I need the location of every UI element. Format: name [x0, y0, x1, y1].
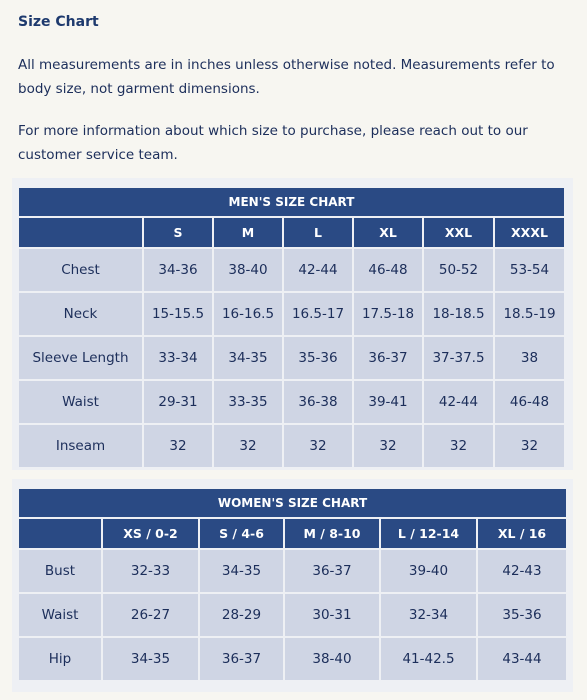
table-cell: 38 — [495, 337, 564, 379]
mens-size-header: M — [214, 218, 282, 247]
table-cell: 32 — [424, 425, 493, 467]
womens-size-header: L / 12-14 — [381, 519, 476, 548]
womens-row-hip: Hip 34-35 36-37 38-40 41-42.5 43-44 — [19, 638, 566, 680]
table-cell: 32 — [214, 425, 282, 467]
customer-service-note: For more information about which size to… — [18, 123, 528, 163]
table-cell: 39-41 — [354, 381, 422, 423]
mens-row-sleeve-length: Sleeve Length 33-34 34-35 35-36 36-37 37… — [19, 337, 564, 379]
mens-row-chest: Chest 34-36 38-40 42-44 46-48 50-52 53-5… — [19, 249, 564, 291]
table-cell: 29-31 — [144, 381, 212, 423]
mens-size-header: XXXL — [495, 218, 564, 247]
table-cell: 34-35 — [200, 550, 283, 592]
table-cell: 38-40 — [214, 249, 282, 291]
womens-size-header: S / 4-6 — [200, 519, 283, 548]
mens-row-inseam: Inseam 32 32 32 32 32 32 — [19, 425, 564, 467]
row-label: Inseam — [19, 425, 142, 467]
row-label: Sleeve Length — [19, 337, 142, 379]
mens-row-waist: Waist 29-31 33-35 36-38 39-41 42-44 46-4… — [19, 381, 564, 423]
mens-size-header: S — [144, 218, 212, 247]
table-cell: 28-29 — [200, 594, 283, 636]
mens-size-header: L — [284, 218, 352, 247]
mens-size-header: XXL — [424, 218, 493, 247]
table-cell: 42-44 — [284, 249, 352, 291]
table-cell: 32-34 — [381, 594, 476, 636]
table-cell: 37-37.5 — [424, 337, 493, 379]
womens-size-header: XS / 0-2 — [103, 519, 198, 548]
row-label: Chest — [19, 249, 142, 291]
table-cell: 32 — [284, 425, 352, 467]
table-cell: 36-38 — [284, 381, 352, 423]
table-cell: 43-44 — [478, 638, 566, 680]
mens-size-chart-panel: MEN'S SIZE CHART S M L XL XXL XXXL Chest… — [12, 178, 573, 470]
row-label: Bust — [19, 550, 101, 592]
table-cell: 33-34 — [144, 337, 212, 379]
womens-row-bust: Bust 32-33 34-35 36-37 39-40 42-43 — [19, 550, 566, 592]
table-cell: 50-52 — [424, 249, 493, 291]
table-cell: 18-18.5 — [424, 293, 493, 335]
table-cell: 39-40 — [381, 550, 476, 592]
womens-header-corner — [19, 519, 101, 548]
table-cell: 16-16.5 — [214, 293, 282, 335]
womens-row-waist: Waist 26-27 28-29 30-31 32-34 35-36 — [19, 594, 566, 636]
table-cell: 34-36 — [144, 249, 212, 291]
mens-row-neck: Neck 15-15.5 16-16.5 16.5-17 17.5-18 18-… — [19, 293, 564, 335]
row-label: Neck — [19, 293, 142, 335]
womens-size-chart-panel: WOMEN'S SIZE CHART XS / 0-2 S / 4-6 M / … — [12, 479, 573, 692]
table-cell: 16.5-17 — [284, 293, 352, 335]
table-cell: 30-31 — [285, 594, 379, 636]
table-cell: 32-33 — [103, 550, 198, 592]
table-cell: 26-27 — [103, 594, 198, 636]
table-cell: 36-37 — [354, 337, 422, 379]
row-label: Waist — [19, 381, 142, 423]
table-cell: 41-42.5 — [381, 638, 476, 680]
table-cell: 35-36 — [478, 594, 566, 636]
mens-size-header: XL — [354, 218, 422, 247]
table-cell: 34-35 — [103, 638, 198, 680]
table-cell: 42-43 — [478, 550, 566, 592]
table-cell: 46-48 — [354, 249, 422, 291]
mens-size-table: MEN'S SIZE CHART S M L XL XXL XXXL Chest… — [17, 186, 566, 469]
table-cell: 53-54 — [495, 249, 564, 291]
mens-header-corner — [19, 218, 142, 247]
womens-size-table: WOMEN'S SIZE CHART XS / 0-2 S / 4-6 M / … — [17, 487, 568, 682]
row-label: Waist — [19, 594, 101, 636]
table-cell: 34-35 — [214, 337, 282, 379]
table-cell: 38-40 — [285, 638, 379, 680]
table-cell: 33-35 — [214, 381, 282, 423]
measurement-note: All measurements are in inches unless ot… — [18, 57, 555, 97]
table-cell: 32 — [144, 425, 212, 467]
table-cell: 32 — [495, 425, 564, 467]
table-cell: 15-15.5 — [144, 293, 212, 335]
table-cell: 17.5-18 — [354, 293, 422, 335]
womens-size-header: XL / 16 — [478, 519, 566, 548]
table-cell: 18.5-19 — [495, 293, 564, 335]
table-cell: 32 — [354, 425, 422, 467]
table-cell: 42-44 — [424, 381, 493, 423]
mens-table-caption: MEN'S SIZE CHART — [19, 188, 564, 216]
table-cell: 46-48 — [495, 381, 564, 423]
page-title: Size Chart — [18, 14, 99, 30]
womens-table-caption: WOMEN'S SIZE CHART — [19, 489, 566, 517]
table-cell: 36-37 — [285, 550, 379, 592]
table-cell: 36-37 — [200, 638, 283, 680]
row-label: Hip — [19, 638, 101, 680]
womens-size-header: M / 8-10 — [285, 519, 379, 548]
table-cell: 35-36 — [284, 337, 352, 379]
